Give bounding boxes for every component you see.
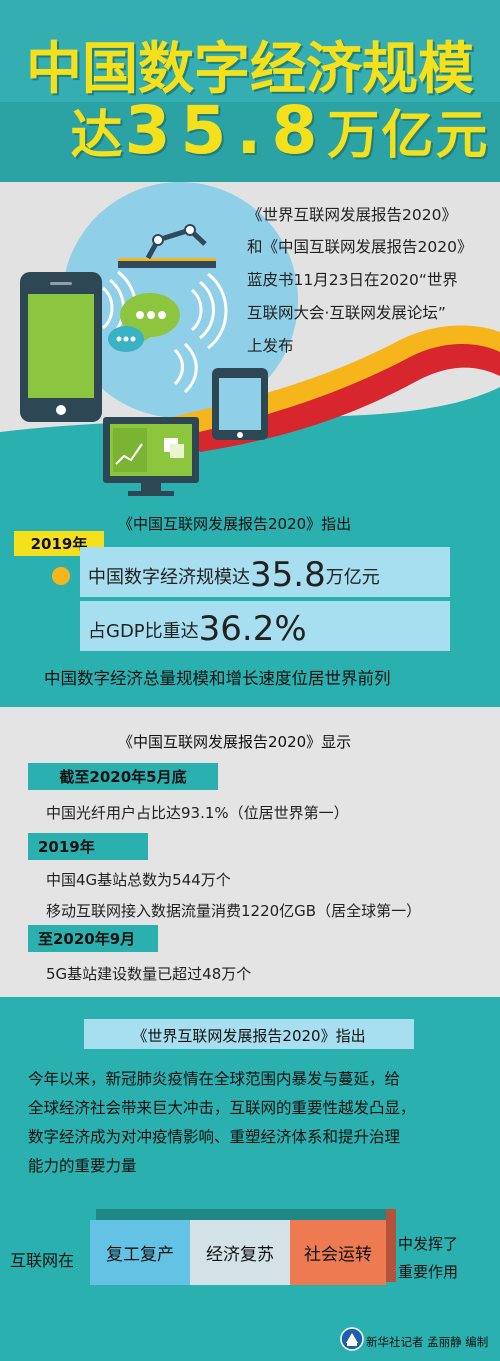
tail-text-1: 中发挥了 — [398, 1235, 459, 1253]
xinhua-logo-icon — [340, 1327, 364, 1351]
section4-heading: 《世界互联网发展报告2020》指出 — [132, 1027, 366, 1045]
intro-section: 《世界互联网发展报告2020》 和《中国互联网发展报告2020》 蓝皮书11月2… — [0, 182, 500, 507]
paragraph-line-3: 数字经济成为对冲疫情影响、重塑经济体系和提升治理 — [28, 1128, 401, 1146]
tag-sep-2020: 至2020年9月 — [28, 925, 158, 952]
blocks-right-shade — [386, 1209, 396, 1282]
intro-illustration — [0, 182, 500, 507]
block-social-operation-label: 社会运转 — [304, 1245, 372, 1265]
block-social-operation: 社会运转 — [290, 1220, 386, 1285]
title-prefix: 达 — [70, 106, 125, 166]
paragraph-line-2: 全球经济社会带来巨大冲击，互联网的重要性越发凸显， — [28, 1099, 416, 1117]
monitor-icon — [103, 417, 199, 496]
header-band — [0, 102, 500, 182]
tag-may-2020: 截至2020年5月底 — [28, 763, 218, 790]
stat-box-scale: 中国数字经济规模达35.8万亿元 — [80, 547, 450, 597]
economy-scale-section: 《中国互联网发展报告2020》指出 2019年 中国数字经济规模达35.8万亿元… — [0, 507, 500, 707]
title-line-2: 达35.8万亿元 — [0, 92, 500, 169]
tail-text-2: 重要作用 — [398, 1263, 459, 1281]
year-tag-2019: 2019年 — [14, 531, 104, 556]
stat1-suffix: 万亿元 — [325, 567, 380, 588]
block-resume-work: 复工复产 — [90, 1220, 190, 1285]
stat-scale-text: 中国数字经济规模达35.8万亿元 — [88, 555, 380, 595]
block-economic-recovery-label: 经济复苏 — [206, 1245, 274, 1265]
tablet-icon — [212, 368, 268, 440]
title-number: 35.8 — [124, 92, 328, 169]
stat2-number: 36.2% — [198, 609, 307, 649]
stat-gdp-text: 占GDP比重达36.2% — [88, 609, 307, 649]
world-report-section: 《世界互联网发展报告2020》指出 今年以来，新冠肺炎疫情在全球范围内暴发与蔓延… — [0, 997, 500, 1361]
title-suffix: 万亿元 — [327, 106, 490, 166]
stat-4g-stations: 中国4G基站总数为544万个 — [46, 871, 231, 889]
section3-heading: 《中国互联网发展报告2020》显示 — [118, 733, 352, 751]
section4-heading-box: 《世界互联网发展报告2020》指出 — [84, 1019, 414, 1049]
internet-stats-section: 《中国互联网发展报告2020》显示 截至2020年5月底 中国光纤用户占比达93… — [0, 707, 500, 997]
section2-heading: 《中国互联网发展报告2020》指出 — [118, 515, 352, 533]
tag-2019: 2019年 — [28, 833, 148, 860]
phone-icon — [20, 272, 102, 422]
intro-line-5: 上发布 — [247, 337, 294, 355]
header-banner: 中国数字经济规模 达35.8万亿元 — [0, 0, 500, 182]
stat-box-gdp: 占GDP比重达36.2% — [80, 601, 450, 651]
intro-line-1: 《世界互联网发展报告2020》 — [247, 206, 457, 224]
lead-text: 互联网在 — [10, 1251, 75, 1270]
credit-text: 新华社记者 孟丽静 编制 — [366, 1335, 489, 1349]
stat1-prefix: 中国数字经济规模达 — [88, 567, 250, 588]
intro-line-2: 和《中国互联网发展报告2020》 — [247, 238, 473, 256]
block-resume-work-label: 复工复产 — [106, 1245, 174, 1265]
chat-bubble-icon — [108, 293, 180, 352]
stat-5g-stations: 5G基站建设数量已超过48万个 — [46, 965, 252, 983]
section2-summary: 中国数字经济总量规模和增长速度位居世界前列 — [44, 669, 391, 688]
robot-arm-icon — [118, 224, 216, 268]
yellow-bullet-icon — [52, 567, 70, 585]
block-economic-recovery: 经济复苏 — [190, 1220, 290, 1285]
background-circle — [62, 182, 298, 418]
blocks-top-shade — [96, 1209, 386, 1221]
stat1-number: 35.8 — [250, 555, 326, 595]
title-line-1: 中国数字经济规模 — [26, 37, 474, 102]
intro-line-4: 互联网大会·互联网发展论坛” — [247, 304, 446, 322]
stat-mobile-data: 移动互联网接入数据流量消费1220亿GB（居全球第一） — [46, 902, 422, 920]
paragraph-line-4: 能力的重要力量 — [28, 1157, 137, 1175]
intro-line-3: 蓝皮书11月23日在2020“世界 — [247, 271, 458, 289]
paragraph-line-1: 今年以来，新冠肺炎疫情在全球范围内暴发与蔓延，给 — [28, 1070, 401, 1088]
stat-fiber-users: 中国光纤用户占比达93.1%（位居世界第一） — [46, 804, 349, 822]
stat2-prefix: 占GDP比重达 — [88, 621, 199, 642]
